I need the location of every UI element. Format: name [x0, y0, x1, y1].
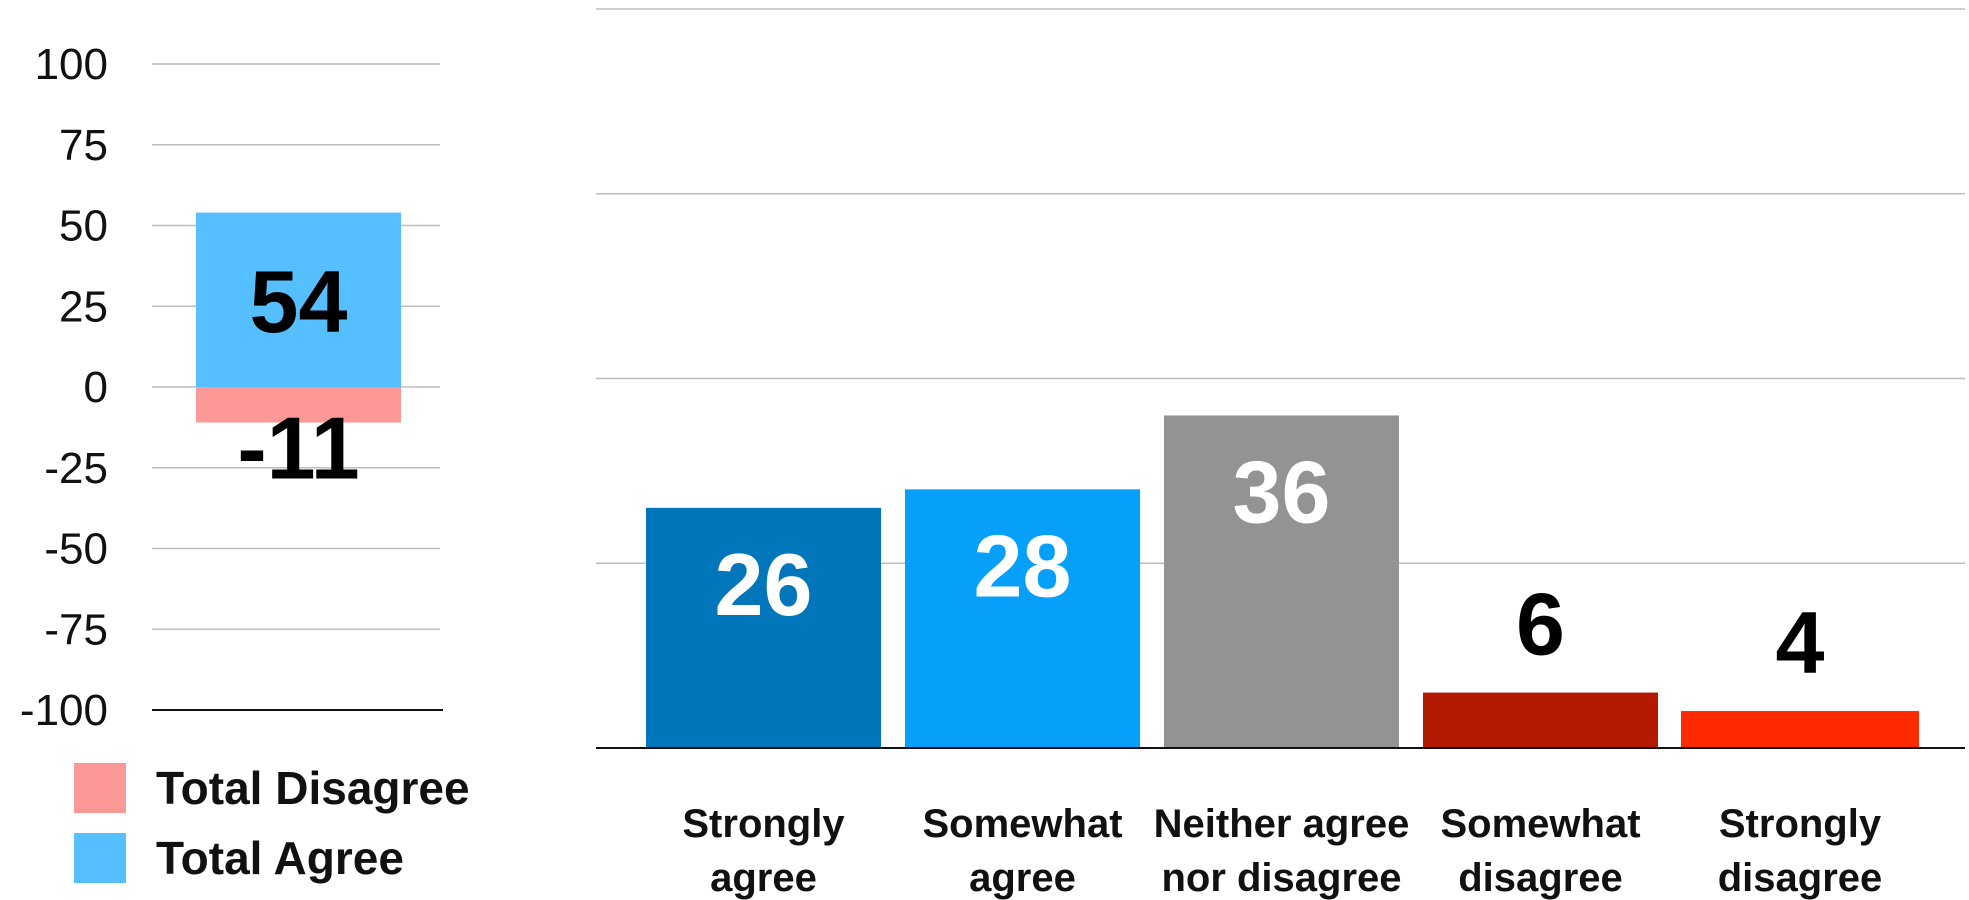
legend-swatch	[74, 833, 126, 883]
data-label: 36	[1233, 442, 1331, 541]
y-tick-label: 25	[59, 282, 108, 331]
y-tick-label: -50	[44, 525, 108, 574]
y-tick-label: 100	[35, 40, 108, 89]
x-category-label: disagree	[1458, 856, 1623, 900]
x-category-label: agree	[969, 856, 1076, 900]
y-tick-label: 75	[59, 121, 108, 170]
bar	[1423, 692, 1658, 748]
data-label: 26	[715, 535, 813, 634]
y-tick-label: 0	[84, 363, 108, 412]
bar	[1164, 415, 1399, 748]
legend-label: Total Agree	[156, 832, 404, 884]
x-category-label: Somewhat	[1440, 802, 1640, 846]
legend-swatch	[74, 763, 126, 813]
x-category-label: Neither agree	[1154, 802, 1410, 846]
legend: Total Disagree Total Agree	[74, 762, 470, 884]
x-category-label: Strongly	[1719, 802, 1882, 846]
bar-total-agree	[196, 212, 401, 387]
bar	[646, 507, 881, 748]
legend-label: Total Disagree	[156, 762, 470, 814]
data-label: 6	[1516, 575, 1565, 674]
bar-total-disagree	[196, 387, 401, 423]
x-category-label: Somewhat	[922, 802, 1122, 846]
x-category-label: agree	[710, 856, 817, 900]
bar	[1681, 711, 1919, 748]
y-tick-label: -75	[44, 605, 108, 654]
y-tick-label: -100	[20, 686, 108, 735]
data-label: 4	[1776, 593, 1825, 692]
bar	[905, 489, 1140, 748]
response-distribution-chart: 26 Strongly agree 28 Somewhat agree 36 Neither …	[596, 8, 1965, 900]
data-label-total-agree: 54	[250, 252, 348, 351]
x-category-label: nor disagree	[1161, 856, 1401, 900]
x-category-label: Strongly	[682, 802, 845, 846]
x-category-label: disagree	[1718, 856, 1883, 900]
net-agreement-chart: 100 75 50 25 0 -25 -50 -75 -100 54 -11 Total Disagr…	[20, 40, 470, 884]
data-label-total-disagree: -11	[237, 399, 359, 498]
data-label: 28	[974, 516, 1072, 615]
y-tick-label: -25	[44, 444, 108, 493]
y-tick-label: 50	[59, 202, 108, 251]
